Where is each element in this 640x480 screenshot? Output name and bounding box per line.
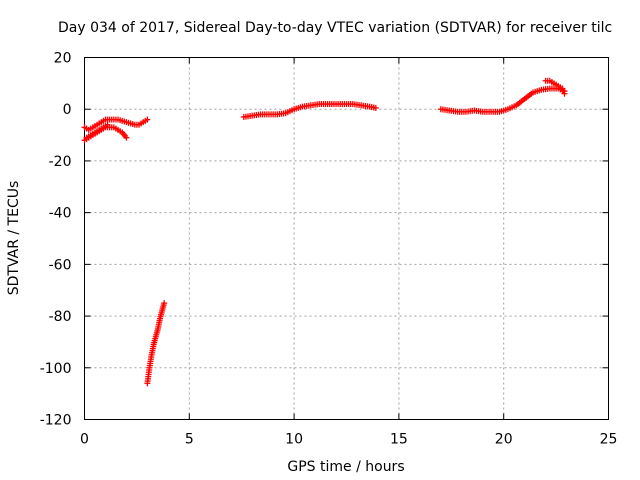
chart-title: Day 034 of 2017, Sidereal Day-to-day VTE… xyxy=(58,20,612,36)
data-point xyxy=(144,116,151,123)
x-tick-label: 0 xyxy=(80,432,89,448)
data-series xyxy=(81,116,151,133)
x-tick-label: 25 xyxy=(600,432,618,448)
y-tick-label: 0 xyxy=(63,102,72,118)
x-tick-label: 10 xyxy=(285,432,303,448)
plot-frame xyxy=(84,57,609,420)
y-tick-label: -100 xyxy=(40,361,72,377)
tick-layer: 0 5 10 15 20 25 -120 -100 -80 -60 -40 -20 0 20 xyxy=(40,51,618,448)
grid-layer xyxy=(84,57,609,420)
y-tick-label: -40 xyxy=(49,206,72,222)
y-tick-label: -60 xyxy=(49,257,72,273)
y-tick-label: -120 xyxy=(40,413,72,429)
y-tick-label: -80 xyxy=(49,309,72,325)
data-series xyxy=(542,77,568,97)
y-tick-label: -20 xyxy=(49,154,72,170)
y-tick-label: 20 xyxy=(54,51,72,67)
data-point xyxy=(372,104,379,111)
x-tick-label: 20 xyxy=(495,432,513,448)
data-series xyxy=(437,85,568,115)
data-point xyxy=(561,90,568,97)
x-axis-label: GPS time / hours xyxy=(287,459,404,475)
data-series xyxy=(144,300,168,387)
y-axis-label: SDTVAR / TECUs xyxy=(6,181,22,296)
data-point xyxy=(123,134,130,141)
data-point xyxy=(161,300,168,307)
x-tick-label: 15 xyxy=(390,432,408,448)
data-series xyxy=(83,121,111,141)
data-point xyxy=(104,121,111,128)
data-series xyxy=(240,101,379,120)
data-layer xyxy=(81,77,568,387)
x-tick-label: 5 xyxy=(185,432,194,448)
